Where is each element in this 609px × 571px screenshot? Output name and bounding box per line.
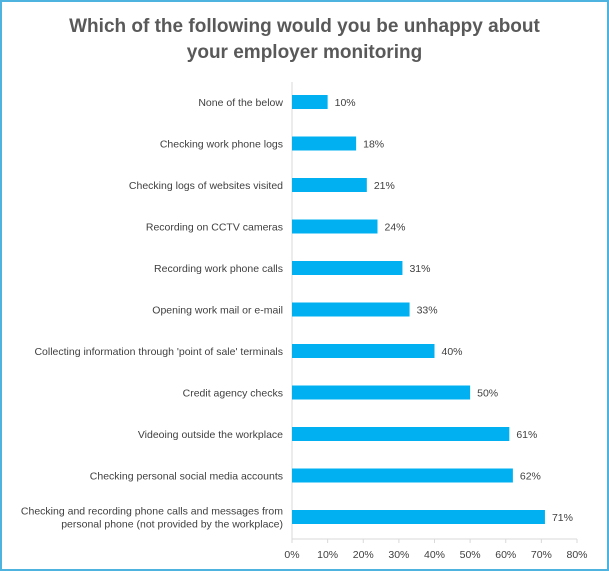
bar [292,510,545,524]
category-label: Recording work phone calls [154,263,283,275]
value-label: 40% [442,346,463,358]
bar [292,261,403,275]
value-label: 21% [374,180,395,192]
x-tick-label: 50% [460,549,481,561]
x-tick-label: 20% [353,549,374,561]
x-tick-label: 70% [531,549,552,561]
value-label: 33% [417,305,438,317]
value-label: 61% [516,429,537,441]
value-label: 62% [520,471,541,483]
category-label: Credit agency checks [183,388,283,400]
chart-title: Which of the following would you be unha… [2,14,607,66]
category-label: None of the below [198,97,283,109]
category-label: Checking personal social media accounts [90,471,283,483]
category-label: Videoing outside the workplace [138,429,283,441]
bar [292,178,367,192]
bar [292,468,513,483]
bar [292,219,378,234]
category-label: Checking logs of websites visited [129,180,283,192]
category-label: Checking work phone logs [160,139,283,151]
bar [292,95,328,109]
category-label: Checking and recording phone calls and m… [21,506,283,518]
bar [292,136,357,151]
value-label: 24% [385,222,406,234]
category-label: Recording on CCTV cameras [146,222,283,234]
x-tick-label: 0% [284,549,299,561]
value-label: 10% [335,97,356,109]
bar [292,344,435,358]
category-label: Opening work mail or e-mail [152,305,283,317]
value-label: 50% [477,388,498,400]
value-label: 31% [409,263,430,275]
bar [292,385,471,400]
x-tick-label: 60% [495,549,516,561]
bar [292,427,510,441]
category-label: Collecting information through 'point of… [34,346,283,358]
value-label: 71% [552,512,573,524]
x-tick-label: 80% [566,549,587,561]
category-label: personal phone (not provided by the work… [61,519,283,531]
x-tick-label: 10% [317,549,338,561]
bar [292,302,410,317]
chart-title-line-1: Which of the following would you be unha… [69,16,540,37]
value-label: 18% [363,139,384,151]
x-tick-label: 40% [424,549,445,561]
chart-title-line-2: your employer monitoring [186,42,423,63]
x-tick-label: 30% [388,549,409,561]
